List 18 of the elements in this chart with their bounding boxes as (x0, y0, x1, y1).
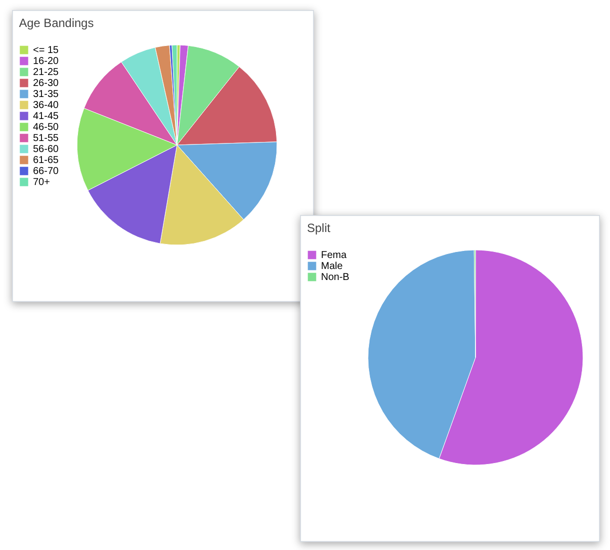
legend-label: 36-40 (33, 100, 60, 111)
legend-label: 66-70 (33, 166, 60, 177)
legend-label: 31-35 (33, 89, 60, 100)
legend-label: 51-55 (33, 133, 60, 144)
legend-label: 26-30 (33, 78, 60, 89)
legend-label: Non-B (321, 272, 350, 283)
legend-label: 56-60 (33, 144, 60, 155)
chart-title: Age Bandings (19, 16, 94, 30)
legend-label: 70+ (33, 177, 50, 188)
legend-label: 46-50 (33, 122, 60, 133)
legend-label: 61-65 (33, 155, 60, 166)
chart-title: Split (307, 221, 332, 235)
legend-label: Male (321, 261, 344, 272)
legend-label: <= 15 (33, 45, 60, 56)
legend-label: 16-20 (33, 56, 60, 67)
legend-label: 21-25 (33, 67, 60, 78)
legend-label: 41-45 (33, 111, 60, 122)
legend-label: Fema (321, 250, 347, 261)
